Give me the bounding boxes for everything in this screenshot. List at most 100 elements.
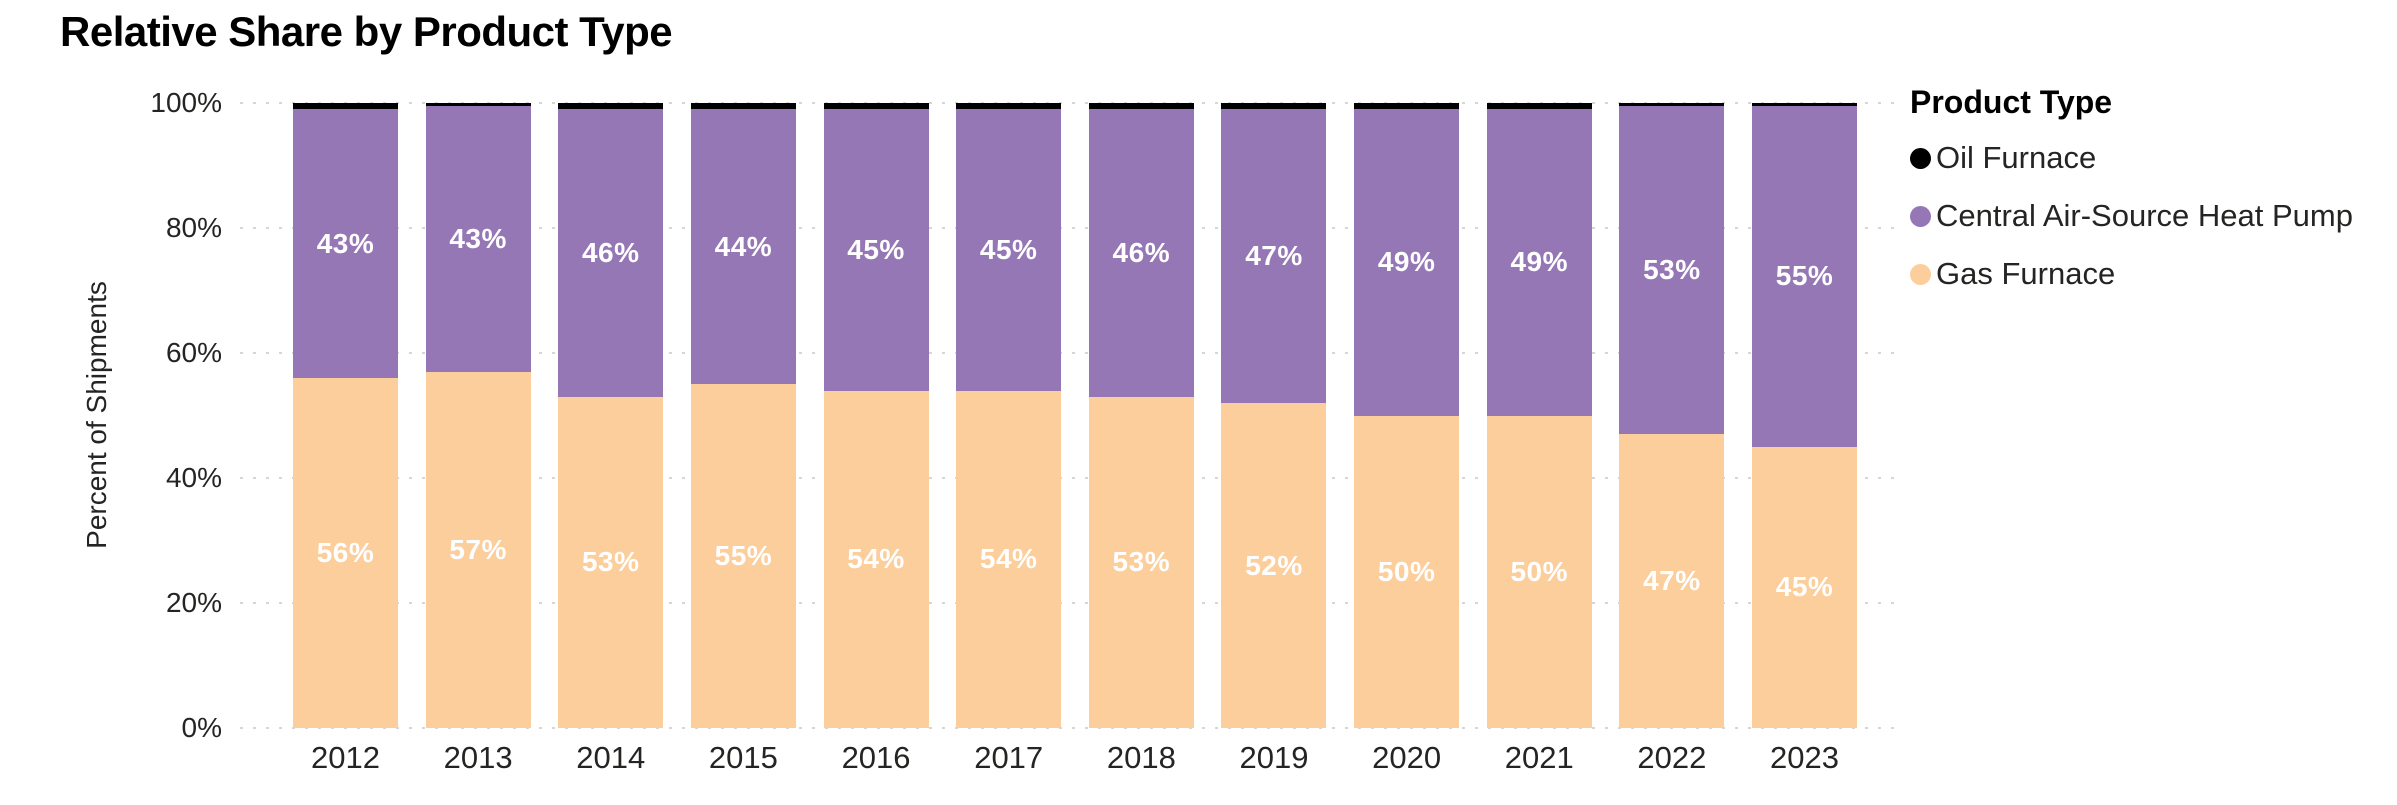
data-label: 45% [1775, 571, 1834, 603]
x-tick-label: 2017 [974, 740, 1044, 775]
data-label: 53% [581, 546, 640, 578]
data-label: 45% [847, 233, 905, 265]
y-tick-label: 80% [165, 212, 222, 243]
data-label: 49% [1377, 246, 1436, 278]
legend-item-gas-furnace: Gas Furnace [1910, 256, 2395, 291]
bar-segment-gas-furnace: 52% [1221, 403, 1327, 728]
gridline [240, 102, 1900, 104]
data-label: 43% [316, 227, 375, 259]
legend-label: Central Air-Source Heat Pump [1936, 198, 2353, 233]
bar-segment-central-air-source-heat-pump: 55% [1752, 106, 1858, 447]
bar-2020: 49% 50% [1354, 103, 1460, 728]
x-tick-label: 2022 [1637, 740, 1707, 775]
data-label: 46% [1112, 237, 1171, 268]
bar-2021: 49% 50% [1486, 103, 1592, 728]
bar-segment-oil-furnace [1221, 103, 1327, 110]
y-tick-label: 40% [165, 462, 222, 493]
data-label: 46% [581, 237, 640, 268]
data-label: 53% [1643, 254, 1701, 286]
bar-segment-gas-furnace: 53% [1088, 396, 1194, 728]
data-label: 53% [1112, 546, 1171, 578]
bar-segment-gas-furnace: 57% [425, 371, 531, 728]
bar-segment-oil-furnace [1752, 103, 1858, 107]
data-label: 50% [1510, 555, 1569, 587]
bar-segment-gas-furnace: 47% [1619, 434, 1725, 728]
y-tick-label: 0% [181, 712, 222, 743]
bar-segment-gas-furnace: 53% [558, 396, 664, 728]
y-tick-label: 20% [165, 587, 222, 618]
legend: Product Type Oil Furnace Central Air-Sour… [1910, 84, 2395, 291]
bar-segment-central-air-source-heat-pump: 53% [1619, 106, 1725, 435]
bar-segment-oil-furnace [425, 103, 531, 107]
bar-segment-central-air-source-heat-pump: 47% [1221, 109, 1327, 403]
data-label: 52% [1245, 549, 1303, 581]
bar-segment-gas-furnace: 50% [1486, 415, 1592, 728]
bar-segment-gas-furnace: 54% [823, 390, 929, 728]
bar-2015: 44% 55% [690, 103, 796, 728]
bar-2023: 55% 45% [1752, 103, 1858, 728]
legend-label: Oil Furnace [1936, 140, 2097, 175]
x-tick-label: 2016 [841, 740, 911, 775]
bar-segment-oil-furnace [956, 103, 1062, 110]
gridline [240, 477, 1900, 479]
bar-2014: 46% 53% [558, 103, 664, 728]
data-label: 54% [847, 543, 905, 575]
bar-segment-gas-furnace: 54% [956, 390, 1062, 728]
bar-segment-oil-furnace [1486, 103, 1592, 110]
data-label: 50% [1377, 555, 1436, 587]
bar-2017: 45% 54% [956, 103, 1062, 728]
bar-segment-gas-furnace: 50% [1354, 415, 1460, 728]
data-label: 54% [979, 543, 1038, 575]
bar-segment-central-air-source-heat-pump: 49% [1486, 109, 1592, 416]
gridline [240, 602, 1900, 604]
data-label: 45% [979, 233, 1038, 265]
legend-items: Oil Furnace Central Air-Source Heat Pump G… [1910, 140, 2395, 291]
bar-segment-central-air-source-heat-pump: 45% [956, 109, 1062, 391]
legend-item-oil-furnace: Oil Furnace [1910, 140, 2395, 175]
bar-segment-oil-furnace [823, 103, 929, 110]
legend-swatch-icon [1910, 205, 1931, 227]
data-label: 57% [449, 533, 507, 565]
bar-segment-oil-furnace [1619, 103, 1725, 107]
bar-segment-oil-furnace [558, 103, 664, 110]
gridline [240, 352, 1900, 354]
bar-segment-gas-furnace: 56% [293, 378, 398, 728]
bar-2018: 46% 53% [1088, 103, 1194, 728]
legend-swatch-icon [1910, 263, 1931, 285]
bar-segment-oil-furnace [690, 103, 796, 110]
bar-segment-central-air-source-heat-pump: 46% [558, 109, 664, 397]
data-label: 47% [1245, 240, 1303, 272]
x-tick-label: 2020 [1372, 740, 1442, 775]
x-tick-label: 2023 [1770, 740, 1840, 775]
legend-swatch-icon [1910, 147, 1931, 169]
data-label: 55% [714, 540, 773, 572]
gridline [240, 227, 1900, 229]
bar-segment-central-air-source-heat-pump: 49% [1354, 109, 1460, 416]
x-tick-label: 2021 [1504, 740, 1574, 775]
bar-segment-gas-furnace: 45% [1752, 446, 1858, 728]
x-tick-label: 2015 [708, 740, 778, 775]
y-tick-label: 100% [150, 87, 222, 118]
bar-segment-oil-furnace [1088, 103, 1194, 110]
bar-2012: 43% 56% [293, 103, 398, 728]
data-label: 43% [449, 222, 507, 254]
data-label: 44% [714, 230, 773, 262]
legend-title: Product Type [1910, 84, 2113, 120]
legend-label: Gas Furnace [1936, 256, 2116, 291]
bar-segment-central-air-source-heat-pump: 44% [690, 109, 796, 385]
bar-2013: 43% 57% [425, 103, 531, 728]
data-label: 49% [1510, 246, 1569, 278]
bar-2019: 47% 52% [1221, 103, 1327, 728]
data-label: 47% [1643, 565, 1701, 597]
bar-segment-oil-furnace [293, 103, 398, 110]
bar-segment-central-air-source-heat-pump: 46% [1088, 109, 1194, 397]
gridline [240, 727, 1900, 729]
data-label: 56% [316, 537, 375, 568]
bar-segment-gas-furnace: 55% [690, 384, 796, 728]
chart-title: Relative Share by Product Type [60, 8, 673, 55]
bar-2022: 53% 47% [1619, 103, 1725, 728]
x-tick-label: 2019 [1239, 740, 1309, 775]
legend-item-central-air-source-heat-pump: Central Air-Source Heat Pump [1910, 198, 2395, 233]
bar-2016: 45% 54% [823, 103, 929, 728]
